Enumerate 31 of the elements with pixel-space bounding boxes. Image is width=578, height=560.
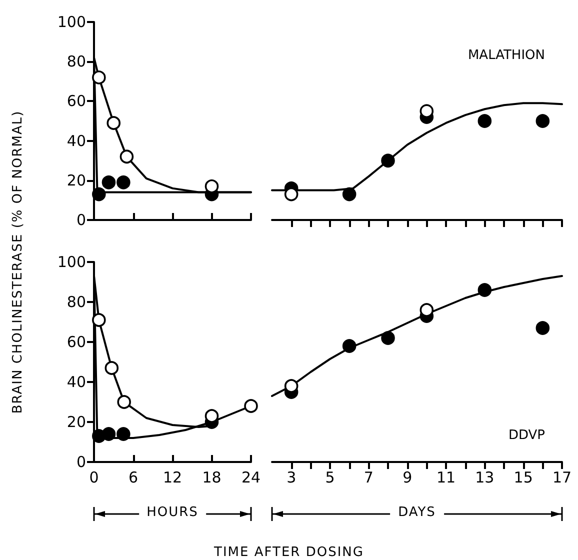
y-tick-label: 40 bbox=[66, 132, 86, 150]
x-tick-label: 7 bbox=[364, 468, 374, 486]
x-tick-label: 15 bbox=[514, 468, 533, 486]
y-tick-label: 40 bbox=[66, 373, 86, 391]
y-tick-label: 20 bbox=[66, 413, 86, 431]
y-tick-label: 0 bbox=[76, 453, 86, 471]
x-tick-label: 3 bbox=[286, 468, 296, 486]
y-axis-title: BRAIN CHOLINESTERASE (% OF NORMAL) bbox=[10, 110, 26, 414]
y-tick-label: 80 bbox=[66, 293, 86, 311]
x-tick-label: 6 bbox=[128, 468, 138, 486]
x-tick-label: 0 bbox=[89, 468, 99, 486]
y-tick-label: 60 bbox=[66, 333, 86, 351]
x-axis-title: DAYS bbox=[390, 505, 444, 520]
text: TIME AFTER DOSING bbox=[214, 545, 364, 560]
x-tick-label: 12 bbox=[162, 468, 182, 486]
y-tick-label: 60 bbox=[66, 92, 86, 110]
x-tick-label: 18 bbox=[202, 468, 222, 486]
x-tick-label: 5 bbox=[325, 468, 335, 486]
x-tick-label: 17 bbox=[552, 468, 572, 486]
x-tick-label: 13 bbox=[475, 468, 494, 486]
x-tick-label: 9 bbox=[402, 468, 412, 486]
y-tick-label: 100 bbox=[57, 13, 86, 31]
x-tick-label: 11 bbox=[436, 468, 456, 486]
text: DDVP bbox=[508, 428, 546, 443]
y-tick-label: 20 bbox=[66, 171, 86, 190]
y-tick-label: 80 bbox=[66, 52, 86, 71]
x-axis-title: HOURS bbox=[138, 505, 206, 520]
y-tick-label: 0 bbox=[76, 211, 86, 229]
text: MALATHION bbox=[468, 48, 546, 63]
y-tick-label: 100 bbox=[57, 253, 86, 271]
x-tick-label: 24 bbox=[241, 468, 261, 486]
